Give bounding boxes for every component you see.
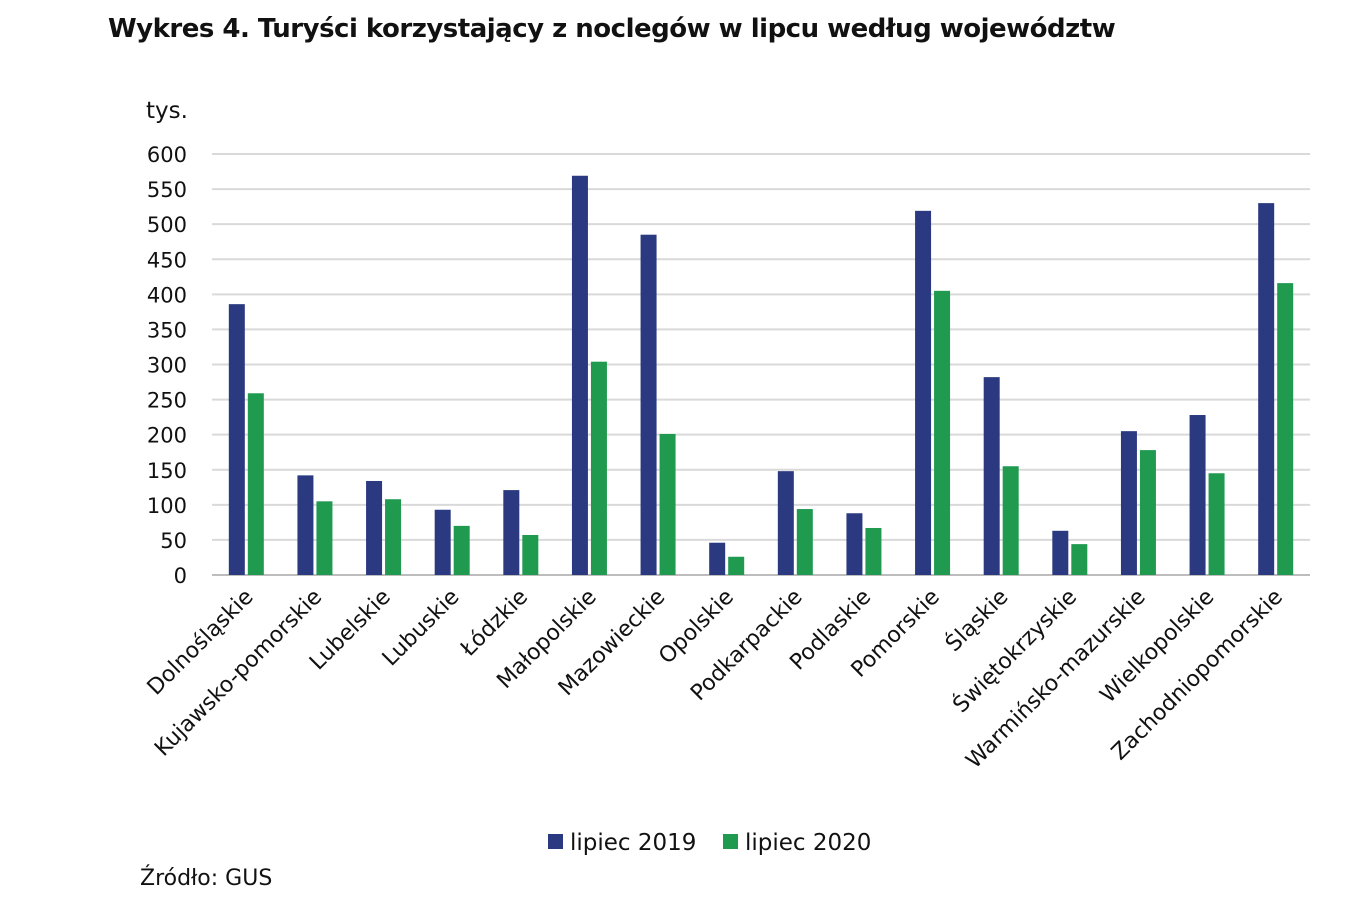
y-tick-label: 500: [147, 213, 187, 237]
bar-2020: [865, 527, 882, 575]
bar-2020: [1277, 283, 1294, 575]
bar-2019: [366, 480, 383, 575]
bar-2020: [247, 393, 264, 575]
y-tick-label: 200: [147, 424, 187, 448]
bar-2019: [503, 490, 520, 575]
bar-2019: [571, 175, 588, 576]
legend-label: lipiec 2019: [570, 830, 696, 856]
bar-2020: [590, 361, 607, 575]
y-tick-label: 550: [147, 178, 187, 202]
bar-2020: [1139, 450, 1156, 575]
bar-2019: [709, 542, 726, 575]
y-tick-label: 50: [160, 529, 187, 553]
bar-2020: [1002, 466, 1019, 575]
bar-2020: [522, 535, 539, 575]
y-tick-label: 350: [147, 318, 187, 342]
bar-2019: [915, 210, 932, 575]
bar-2020: [659, 433, 676, 575]
source-note: Źródło: GUS: [140, 866, 273, 891]
bar-2019: [297, 475, 314, 575]
bar-2019: [434, 509, 451, 575]
legend-swatch: [723, 834, 738, 849]
y-axis-label: tys.: [146, 98, 188, 124]
legend-swatch: [548, 834, 563, 849]
bar-2019: [1052, 530, 1069, 575]
y-tick-label: 100: [147, 494, 187, 518]
bar-2019: [846, 513, 863, 575]
bar-2019: [1120, 431, 1137, 575]
bar-2020: [1208, 473, 1225, 575]
y-tick-label: 250: [147, 389, 187, 413]
bar-2019: [1189, 415, 1206, 575]
bar-2020: [316, 501, 333, 575]
y-tick-label: 450: [147, 248, 187, 272]
bar-2019: [777, 471, 794, 575]
x-tick-label: Świętokrzyskie: [948, 584, 1082, 718]
bar-2020: [934, 290, 951, 575]
bar-2020: [728, 556, 745, 575]
chart-title: Wykres 4. Turyści korzystający z noclegó…: [108, 14, 1116, 44]
y-tick-label: 300: [147, 354, 187, 378]
bar-2019: [1258, 203, 1275, 575]
bar-2019: [640, 234, 657, 576]
y-tick-label: 150: [147, 459, 187, 483]
y-tick-label: 0: [174, 564, 187, 588]
bar-2020: [385, 499, 402, 575]
bar-2019: [983, 377, 1000, 575]
bar-2020: [1071, 544, 1088, 575]
legend-label: lipiec 2020: [745, 830, 871, 856]
bar-2020: [453, 525, 470, 575]
bar-2019: [228, 304, 245, 575]
bar-2020: [796, 509, 813, 575]
y-tick-label: 600: [147, 143, 187, 167]
y-tick-label: 400: [147, 283, 187, 307]
